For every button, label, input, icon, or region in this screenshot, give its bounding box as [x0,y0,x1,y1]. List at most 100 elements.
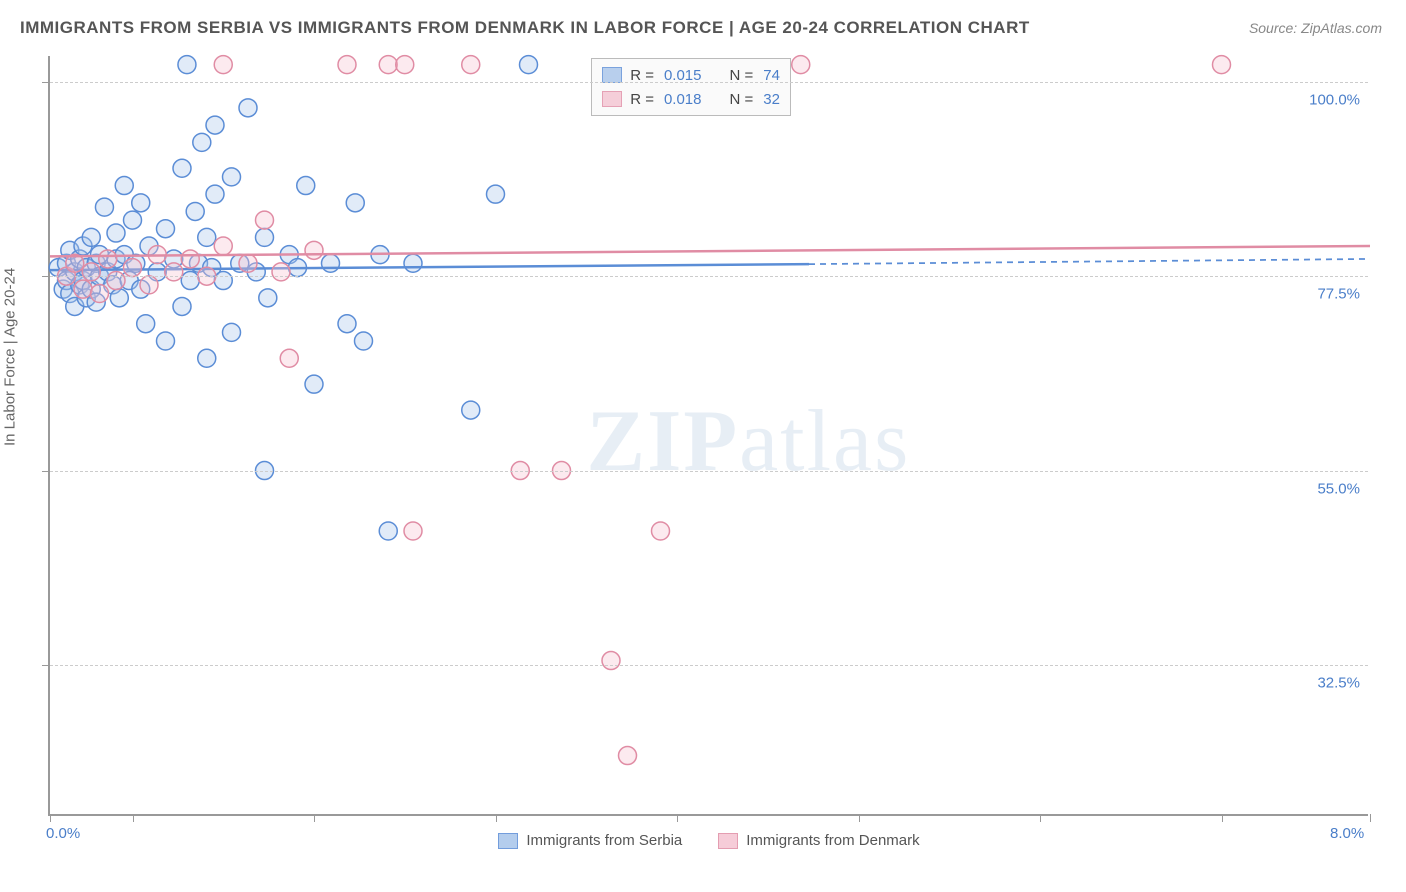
scatter-point-serbia [107,224,125,242]
scatter-point-denmark [272,263,290,281]
plot-area: ZIPatlas R =0.015N =74R =0.018N =32 Immi… [48,56,1368,816]
y-tick-label: 55.0% [1317,480,1360,497]
chart-container: IMMIGRANTS FROM SERBIA VS IMMIGRANTS FRO… [0,0,1406,892]
scatter-point-serbia [520,56,538,74]
x-tick-mark [1040,814,1041,822]
scatter-point-serbia [379,522,397,540]
legend-n-label: N = [730,91,754,108]
scatter-point-serbia [82,228,100,246]
scatter-point-serbia [137,315,155,333]
scatter-point-serbia [157,220,175,238]
x-tick-mark [496,814,497,822]
legend-stats-row-serbia: R =0.015N =74 [602,63,780,87]
scatter-point-serbia [186,202,204,220]
x-tick-mark [1222,814,1223,822]
scatter-point-serbia [305,375,323,393]
legend-stats-box: R =0.015N =74 R = 0.018 N = 32 [591,58,791,116]
y-tick-mark [42,82,50,83]
legend-bottom-item-serbia: Immigrants from Serbia [498,832,682,849]
scatter-point-serbia [206,116,224,134]
x-tick-mark [314,814,315,822]
scatter-point-serbia [110,289,128,307]
y-tick-label: 77.5% [1317,286,1360,303]
legend-bottom-swatch-denmark [718,833,738,849]
scatter-point-serbia [338,315,356,333]
scatter-point-serbia [239,99,257,117]
scatter-point-denmark [462,56,480,74]
scatter-point-serbia [132,194,150,212]
scatter-point-denmark [1213,56,1231,74]
scatter-point-serbia [462,401,480,419]
scatter-point-serbia [346,194,364,212]
y-tick-mark [42,665,50,666]
legend-n-value-denmark: 32 [763,91,780,108]
scatter-point-serbia [181,272,199,290]
y-axis-label: In Labor Force | Age 20-24 [2,268,19,446]
x-tick-mark [50,814,51,822]
legend-r-value-denmark: 0.018 [664,91,702,108]
scatter-point-denmark [140,276,158,294]
x-tick-label: 0.0% [46,825,80,842]
grid-line [50,665,1368,666]
scatter-point-serbia [259,289,277,307]
scatter-point-serbia [173,159,191,177]
chart-title: IMMIGRANTS FROM SERBIA VS IMMIGRANTS FRO… [20,18,1030,38]
scatter-point-denmark [404,522,422,540]
y-tick-mark [42,471,50,472]
scatter-point-denmark [379,56,397,74]
legend-swatch-denmark [602,91,622,107]
trend-line-denmark [50,246,1370,256]
scatter-point-serbia [178,56,196,74]
scatter-point-denmark [305,241,323,259]
x-tick-mark [133,814,134,822]
scatter-point-denmark [82,263,100,281]
x-tick-mark [1370,814,1371,822]
y-tick-label: 32.5% [1317,674,1360,691]
scatter-point-denmark [239,254,257,272]
scatter-point-serbia [95,198,113,216]
scatter-point-serbia [297,177,315,195]
scatter-point-denmark [99,250,117,268]
scatter-point-serbia [157,332,175,350]
legend-bottom: Immigrants from Serbia Immigrants from De… [50,832,1368,853]
legend-stats-row-denmark: R = 0.018 N = 32 [602,87,780,111]
grid-line [50,471,1368,472]
scatter-point-serbia [487,185,505,203]
legend-swatch-serbia [602,67,622,83]
scatter-point-serbia [124,211,142,229]
y-tick-label: 100.0% [1309,91,1360,108]
scatter-point-serbia [193,133,211,151]
scatter-point-denmark [280,349,298,367]
scatter-point-denmark [124,259,142,277]
scatter-point-serbia [404,254,422,272]
scatter-point-denmark [214,237,232,255]
legend-bottom-label-serbia: Immigrants from Serbia [526,832,682,849]
scatter-point-serbia [173,297,191,315]
scatter-point-serbia [214,272,232,290]
legend-r-label: R = [630,91,654,108]
source-attribution: Source: ZipAtlas.com [1249,20,1382,36]
scatter-point-denmark [165,263,183,281]
grid-line [50,276,1368,277]
scatter-point-serbia [355,332,373,350]
scatter-point-denmark [107,272,125,290]
scatter-point-denmark [214,56,232,74]
scatter-point-denmark [396,56,414,74]
trend-line-extrap-serbia [809,259,1370,264]
scatter-point-denmark [256,211,274,229]
scatter-point-denmark [652,522,670,540]
y-tick-mark [42,276,50,277]
chart-svg [50,56,1368,814]
x-tick-label: 8.0% [1330,825,1364,842]
grid-line [50,82,1368,83]
legend-bottom-label-denmark: Immigrants from Denmark [746,832,919,849]
legend-bottom-swatch-serbia [498,833,518,849]
scatter-point-denmark [91,285,109,303]
x-tick-mark [859,814,860,822]
scatter-point-serbia [198,228,216,246]
legend-bottom-item-denmark: Immigrants from Denmark [718,832,919,849]
scatter-point-serbia [322,254,340,272]
scatter-point-serbia [206,185,224,203]
scatter-point-serbia [223,168,241,186]
scatter-point-denmark [338,56,356,74]
